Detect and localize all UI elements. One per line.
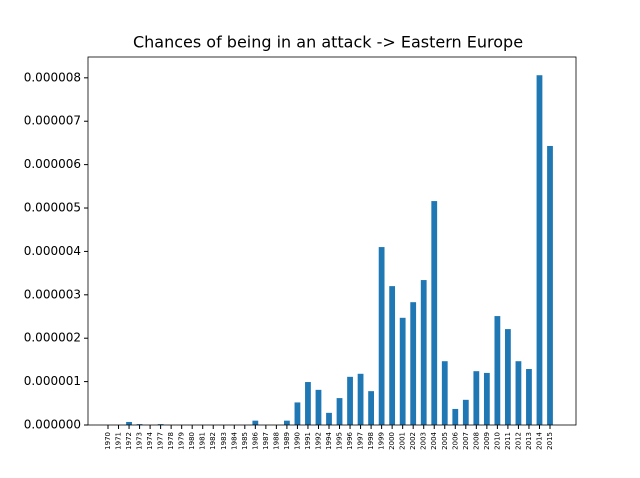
bar	[389, 286, 396, 425]
bar	[462, 399, 469, 425]
bar	[515, 361, 522, 425]
x-tick-label: 1970	[104, 432, 112, 450]
x-tick-label: 1974	[146, 431, 154, 449]
bar	[526, 369, 532, 425]
x-tick-label: 1984	[230, 431, 238, 449]
x-tick-label: 1981	[199, 432, 207, 450]
y-tick-label: 0.000004	[24, 244, 81, 258]
bar	[483, 372, 490, 425]
x-tick-label: 1985	[241, 432, 249, 450]
bar	[326, 412, 332, 425]
y-tick-label: 0.000001	[24, 374, 81, 388]
x-tick-label: 1977	[157, 432, 165, 450]
bar	[315, 389, 322, 425]
bar	[136, 424, 143, 425]
bar	[305, 382, 311, 425]
chart-title: Chances of being in an attack -> Eastern…	[133, 33, 523, 52]
y-tick-label: 0.000006	[24, 157, 81, 171]
x-tick-label: 1990	[293, 432, 301, 450]
x-tick-label: 2012	[514, 432, 522, 450]
bar	[410, 302, 417, 425]
x-tick-label: 2013	[525, 432, 533, 450]
bar	[347, 376, 353, 425]
bar	[294, 402, 301, 425]
x-tick-label: 1987	[262, 432, 270, 450]
bar	[452, 408, 459, 425]
x-tick-label: 1995	[336, 432, 344, 450]
x-tick-label: 2015	[546, 432, 554, 450]
x-tick-label: 1980	[188, 432, 196, 450]
bar	[547, 145, 553, 425]
x-tick-label: 2014	[535, 431, 543, 449]
x-tick-label: 2010	[493, 432, 501, 450]
y-tick-label: 0.000005	[24, 201, 81, 215]
bar	[494, 316, 501, 425]
x-tick-label: 2004	[430, 431, 438, 449]
x-tick-label: 1998	[367, 432, 375, 450]
x-tick-label: 1988	[272, 432, 280, 450]
x-tick-label: 2007	[462, 432, 470, 450]
bar	[431, 201, 438, 425]
x-tick-label: 1972	[125, 432, 133, 450]
x-tick-label: 1971	[115, 432, 123, 450]
x-tick-label: 1982	[209, 432, 217, 450]
x-tick-label: 1989	[283, 432, 291, 450]
y-tick-label: 0.000003	[24, 287, 81, 301]
bar	[336, 398, 343, 425]
x-tick-label: 1994	[325, 431, 333, 449]
plot-frame	[87, 56, 577, 426]
x-tick-label: 2003	[420, 432, 428, 450]
x-tick-label: 2002	[409, 432, 417, 450]
bar	[157, 424, 164, 425]
bar	[252, 420, 259, 425]
bar	[357, 373, 364, 425]
bar	[505, 329, 511, 425]
x-tick-label: 2000	[388, 432, 396, 450]
bar	[368, 391, 374, 425]
x-tick-label: 1983	[220, 432, 228, 450]
y-tick-label: 0.000008	[24, 70, 81, 84]
x-tick-label: 2001	[399, 432, 407, 450]
y-tick-label: 0.000002	[24, 331, 81, 345]
x-tick-label: 1979	[178, 432, 186, 450]
x-tick-label: 1997	[357, 432, 365, 450]
bar	[536, 75, 543, 426]
bar	[284, 420, 290, 425]
y-tick-label: 0.000000	[24, 418, 81, 432]
x-tick-label: 1978	[167, 432, 175, 450]
x-tick-label: 2008	[472, 432, 480, 450]
bar	[420, 280, 427, 425]
bar	[473, 371, 480, 425]
bar	[126, 421, 132, 425]
bar	[441, 361, 448, 425]
bar	[399, 317, 406, 425]
x-tick-label: 2005	[441, 432, 449, 450]
x-tick-label: 1991	[304, 432, 312, 450]
x-tick-label: 2006	[451, 431, 459, 449]
x-tick-label: 2011	[504, 432, 512, 450]
bar	[378, 247, 385, 425]
x-tick-label: 1999	[378, 432, 386, 450]
x-tick-label: 1986	[251, 431, 259, 449]
x-tick-label: 1996	[346, 431, 354, 449]
x-tick-label: 2009	[483, 432, 491, 450]
x-tick-label: 1992	[314, 432, 322, 450]
x-tick-label: 1973	[136, 432, 144, 450]
y-tick-label: 0.000007	[24, 114, 81, 128]
